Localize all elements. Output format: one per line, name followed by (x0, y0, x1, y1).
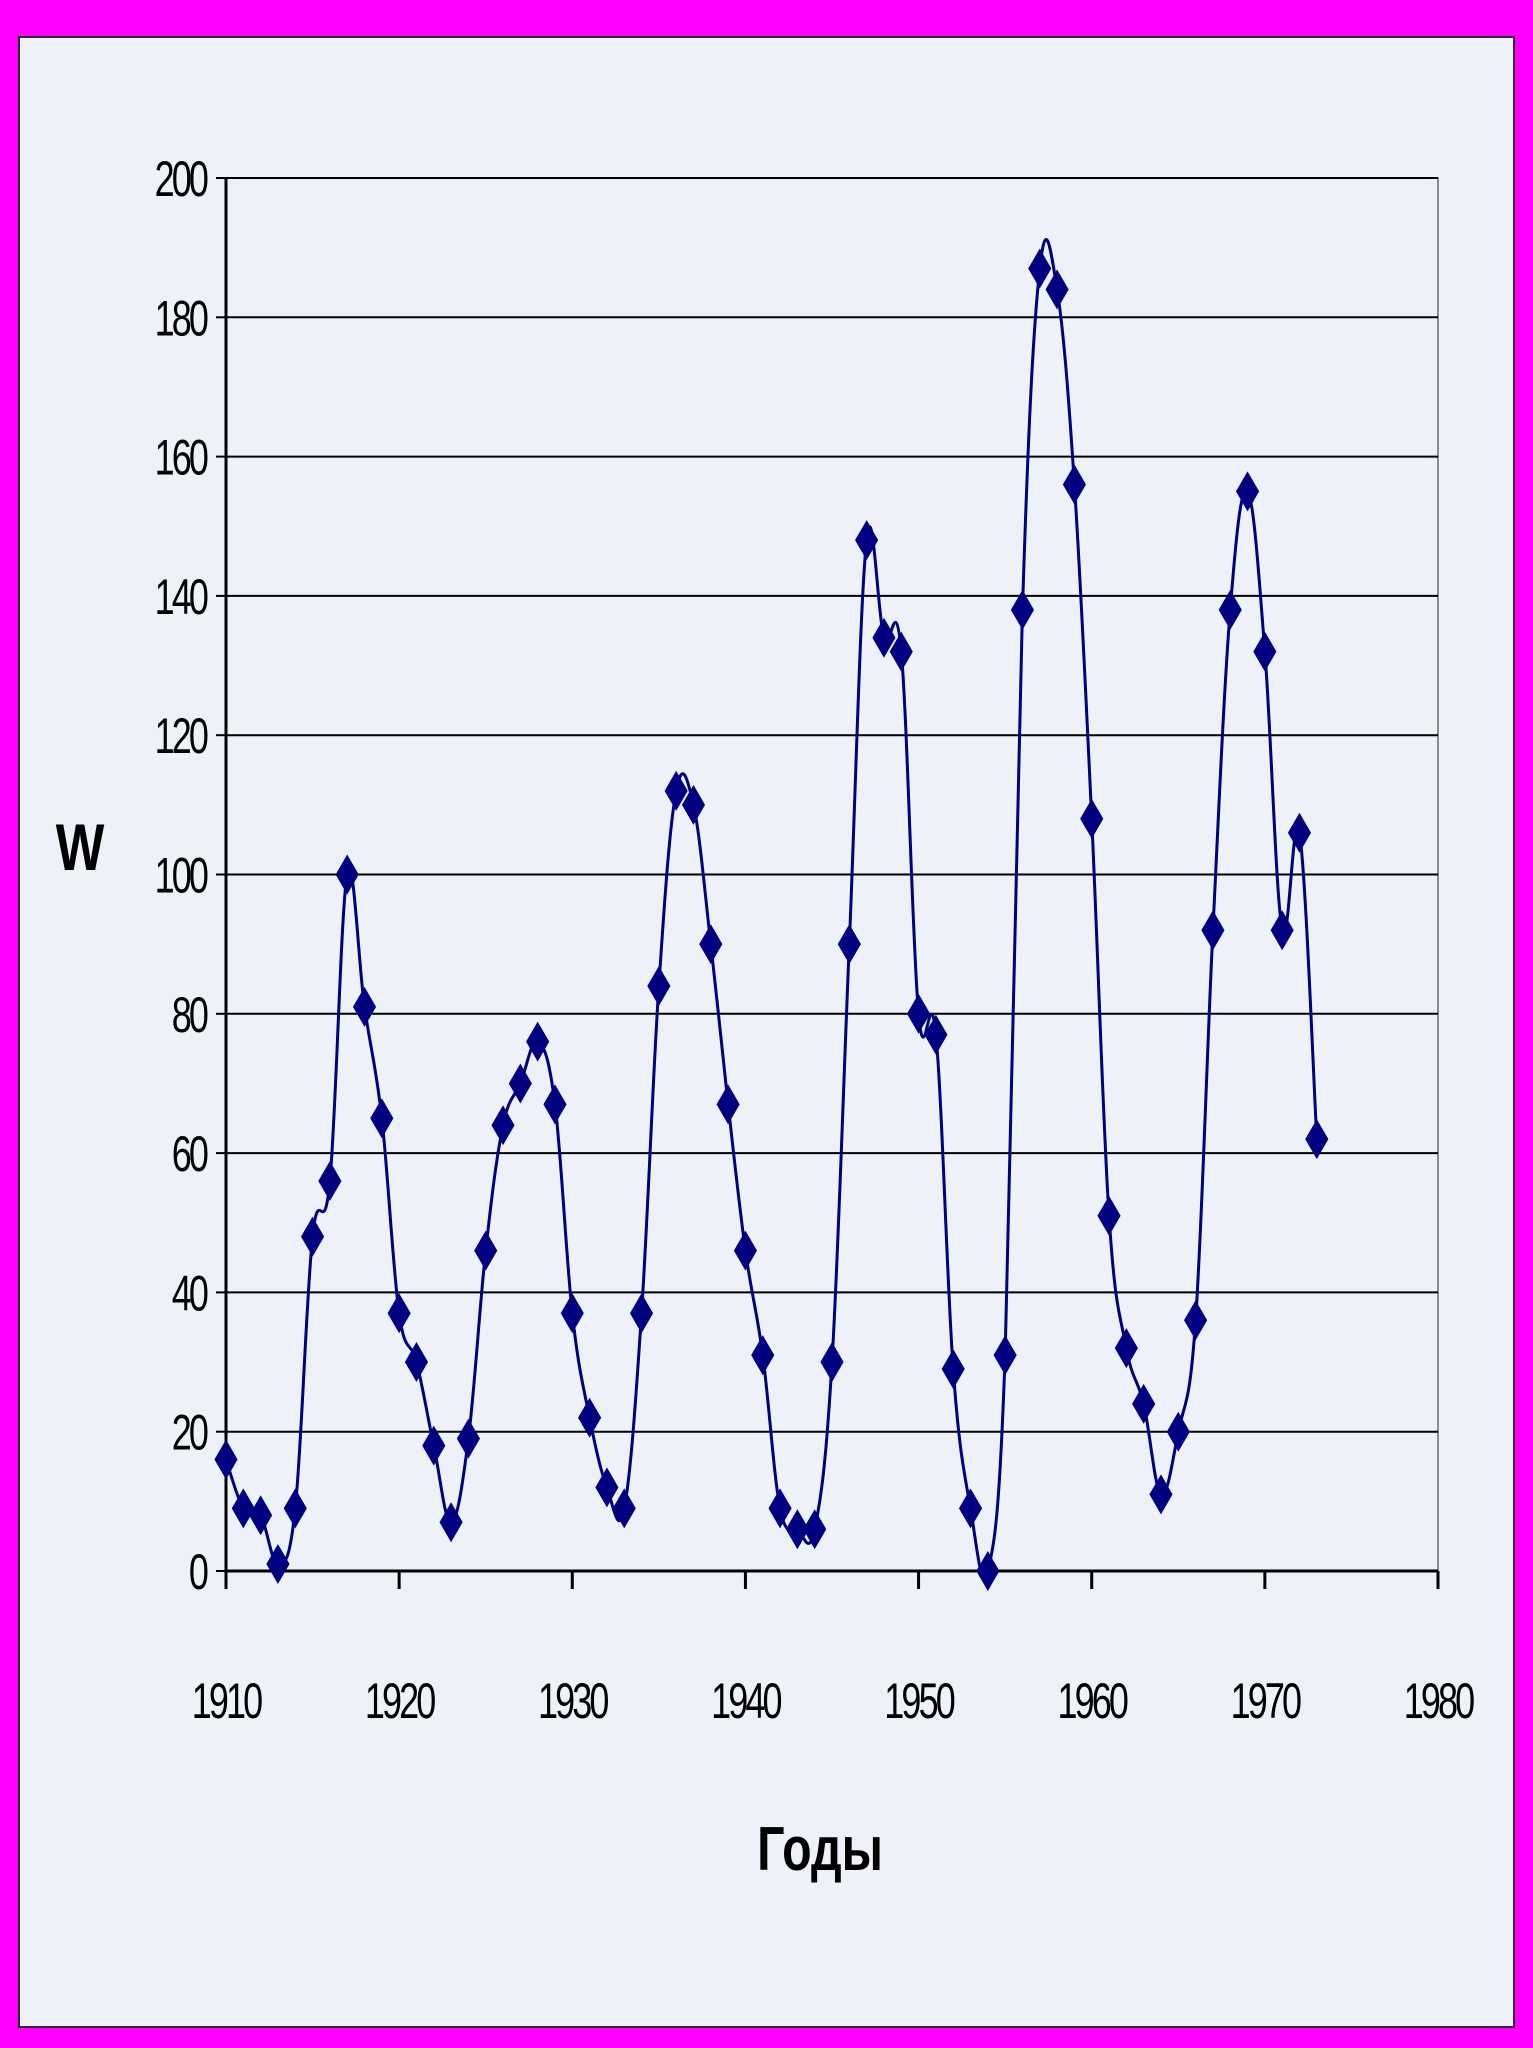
series-markers (214, 248, 1329, 1591)
data-point (1218, 589, 1242, 630)
y-tick-label: 180 (155, 292, 208, 347)
y-tick-label: 160 (155, 431, 208, 486)
data-point (300, 1216, 325, 1257)
y-tick-labels: 0 20 40 60 80 100 120 140 160 180 200 (155, 152, 211, 1600)
data-point (1045, 269, 1069, 310)
y-tick-label: 60 (172, 1127, 208, 1182)
data-point (578, 1397, 602, 1438)
data-point (629, 1293, 654, 1334)
data-point (716, 1084, 740, 1125)
x-tick-label: 1920 (365, 1674, 435, 1729)
y-tick-label: 140 (155, 570, 208, 625)
data-point (1149, 1474, 1173, 1515)
data-point (1235, 471, 1260, 512)
axes (216, 177, 1440, 1589)
data-point (370, 1098, 394, 1139)
x-tick-label: 1970 (1231, 1674, 1301, 1729)
data-point (352, 986, 377, 1027)
data-point (1132, 1383, 1156, 1424)
data-point (1028, 248, 1052, 289)
data-point (491, 1105, 515, 1146)
data-point (647, 965, 671, 1006)
x-tick-label: 1940 (711, 1674, 781, 1729)
data-point (249, 1495, 273, 1536)
data-point (335, 854, 359, 895)
data-point (1287, 812, 1312, 853)
data-point (872, 617, 896, 658)
data-point (664, 770, 688, 811)
y-tick-label: 0 (189, 1545, 208, 1600)
data-point (318, 1160, 342, 1201)
data-point (422, 1425, 446, 1466)
data-point (1184, 1300, 1208, 1341)
data-point (1253, 631, 1277, 672)
data-point (889, 631, 913, 672)
x-tick-labels: 1910 1920 1930 1940 1950 1960 1970 1980 (192, 1674, 1477, 1729)
y-tick-label: 20 (172, 1406, 208, 1461)
data-point (560, 1293, 584, 1334)
data-point (733, 1230, 758, 1271)
grid (226, 177, 1438, 1433)
data-point (906, 993, 931, 1034)
data-point (924, 1014, 948, 1055)
data-point (993, 1335, 1017, 1376)
data-point (699, 924, 723, 965)
data-point (803, 1509, 827, 1550)
y-tick-label: 100 (155, 849, 208, 904)
data-point (508, 1063, 532, 1104)
data-point (526, 1021, 550, 1062)
x-axis-title: Годы (757, 1814, 883, 1883)
data-point (231, 1488, 255, 1529)
data-point (958, 1488, 983, 1529)
data-point (681, 784, 706, 825)
x-tick-label: 1980 (1404, 1674, 1474, 1729)
y-tick-label: 120 (155, 710, 208, 765)
x-tick-label: 1910 (192, 1674, 262, 1729)
y-tick-label: 200 (155, 152, 208, 207)
data-point (456, 1418, 480, 1459)
data-point (1201, 910, 1225, 951)
data-point (820, 1342, 844, 1383)
y-axis-title: W (56, 810, 105, 885)
x-tick-label: 1960 (1057, 1674, 1127, 1729)
data-point (855, 520, 879, 561)
x-tick-label: 1930 (538, 1674, 608, 1729)
data-point (474, 1230, 498, 1271)
data-point (768, 1488, 792, 1529)
data-point (1305, 1119, 1329, 1160)
data-point (439, 1502, 463, 1543)
y-tick-label: 40 (172, 1267, 208, 1322)
data-point (266, 1544, 290, 1585)
data-point (1166, 1411, 1190, 1452)
data-point (283, 1488, 307, 1529)
data-point (837, 924, 861, 965)
data-point (543, 1084, 567, 1125)
data-point (612, 1488, 636, 1529)
data-point (941, 1349, 965, 1390)
data-point (785, 1509, 809, 1550)
data-point (1062, 464, 1086, 505)
data-point (1080, 798, 1104, 839)
data-point (214, 1439, 238, 1480)
data-point (1010, 589, 1035, 630)
x-tick-label: 1950 (884, 1674, 954, 1729)
series-line (224, 238, 1319, 1581)
data-point (387, 1293, 411, 1334)
data-point (976, 1551, 1000, 1591)
data-point (404, 1342, 429, 1383)
data-point (1114, 1328, 1138, 1369)
y-tick-label: 80 (172, 988, 208, 1043)
data-point (1270, 910, 1294, 951)
data-point (751, 1335, 775, 1376)
data-point (595, 1467, 619, 1508)
data-point (1097, 1195, 1121, 1236)
